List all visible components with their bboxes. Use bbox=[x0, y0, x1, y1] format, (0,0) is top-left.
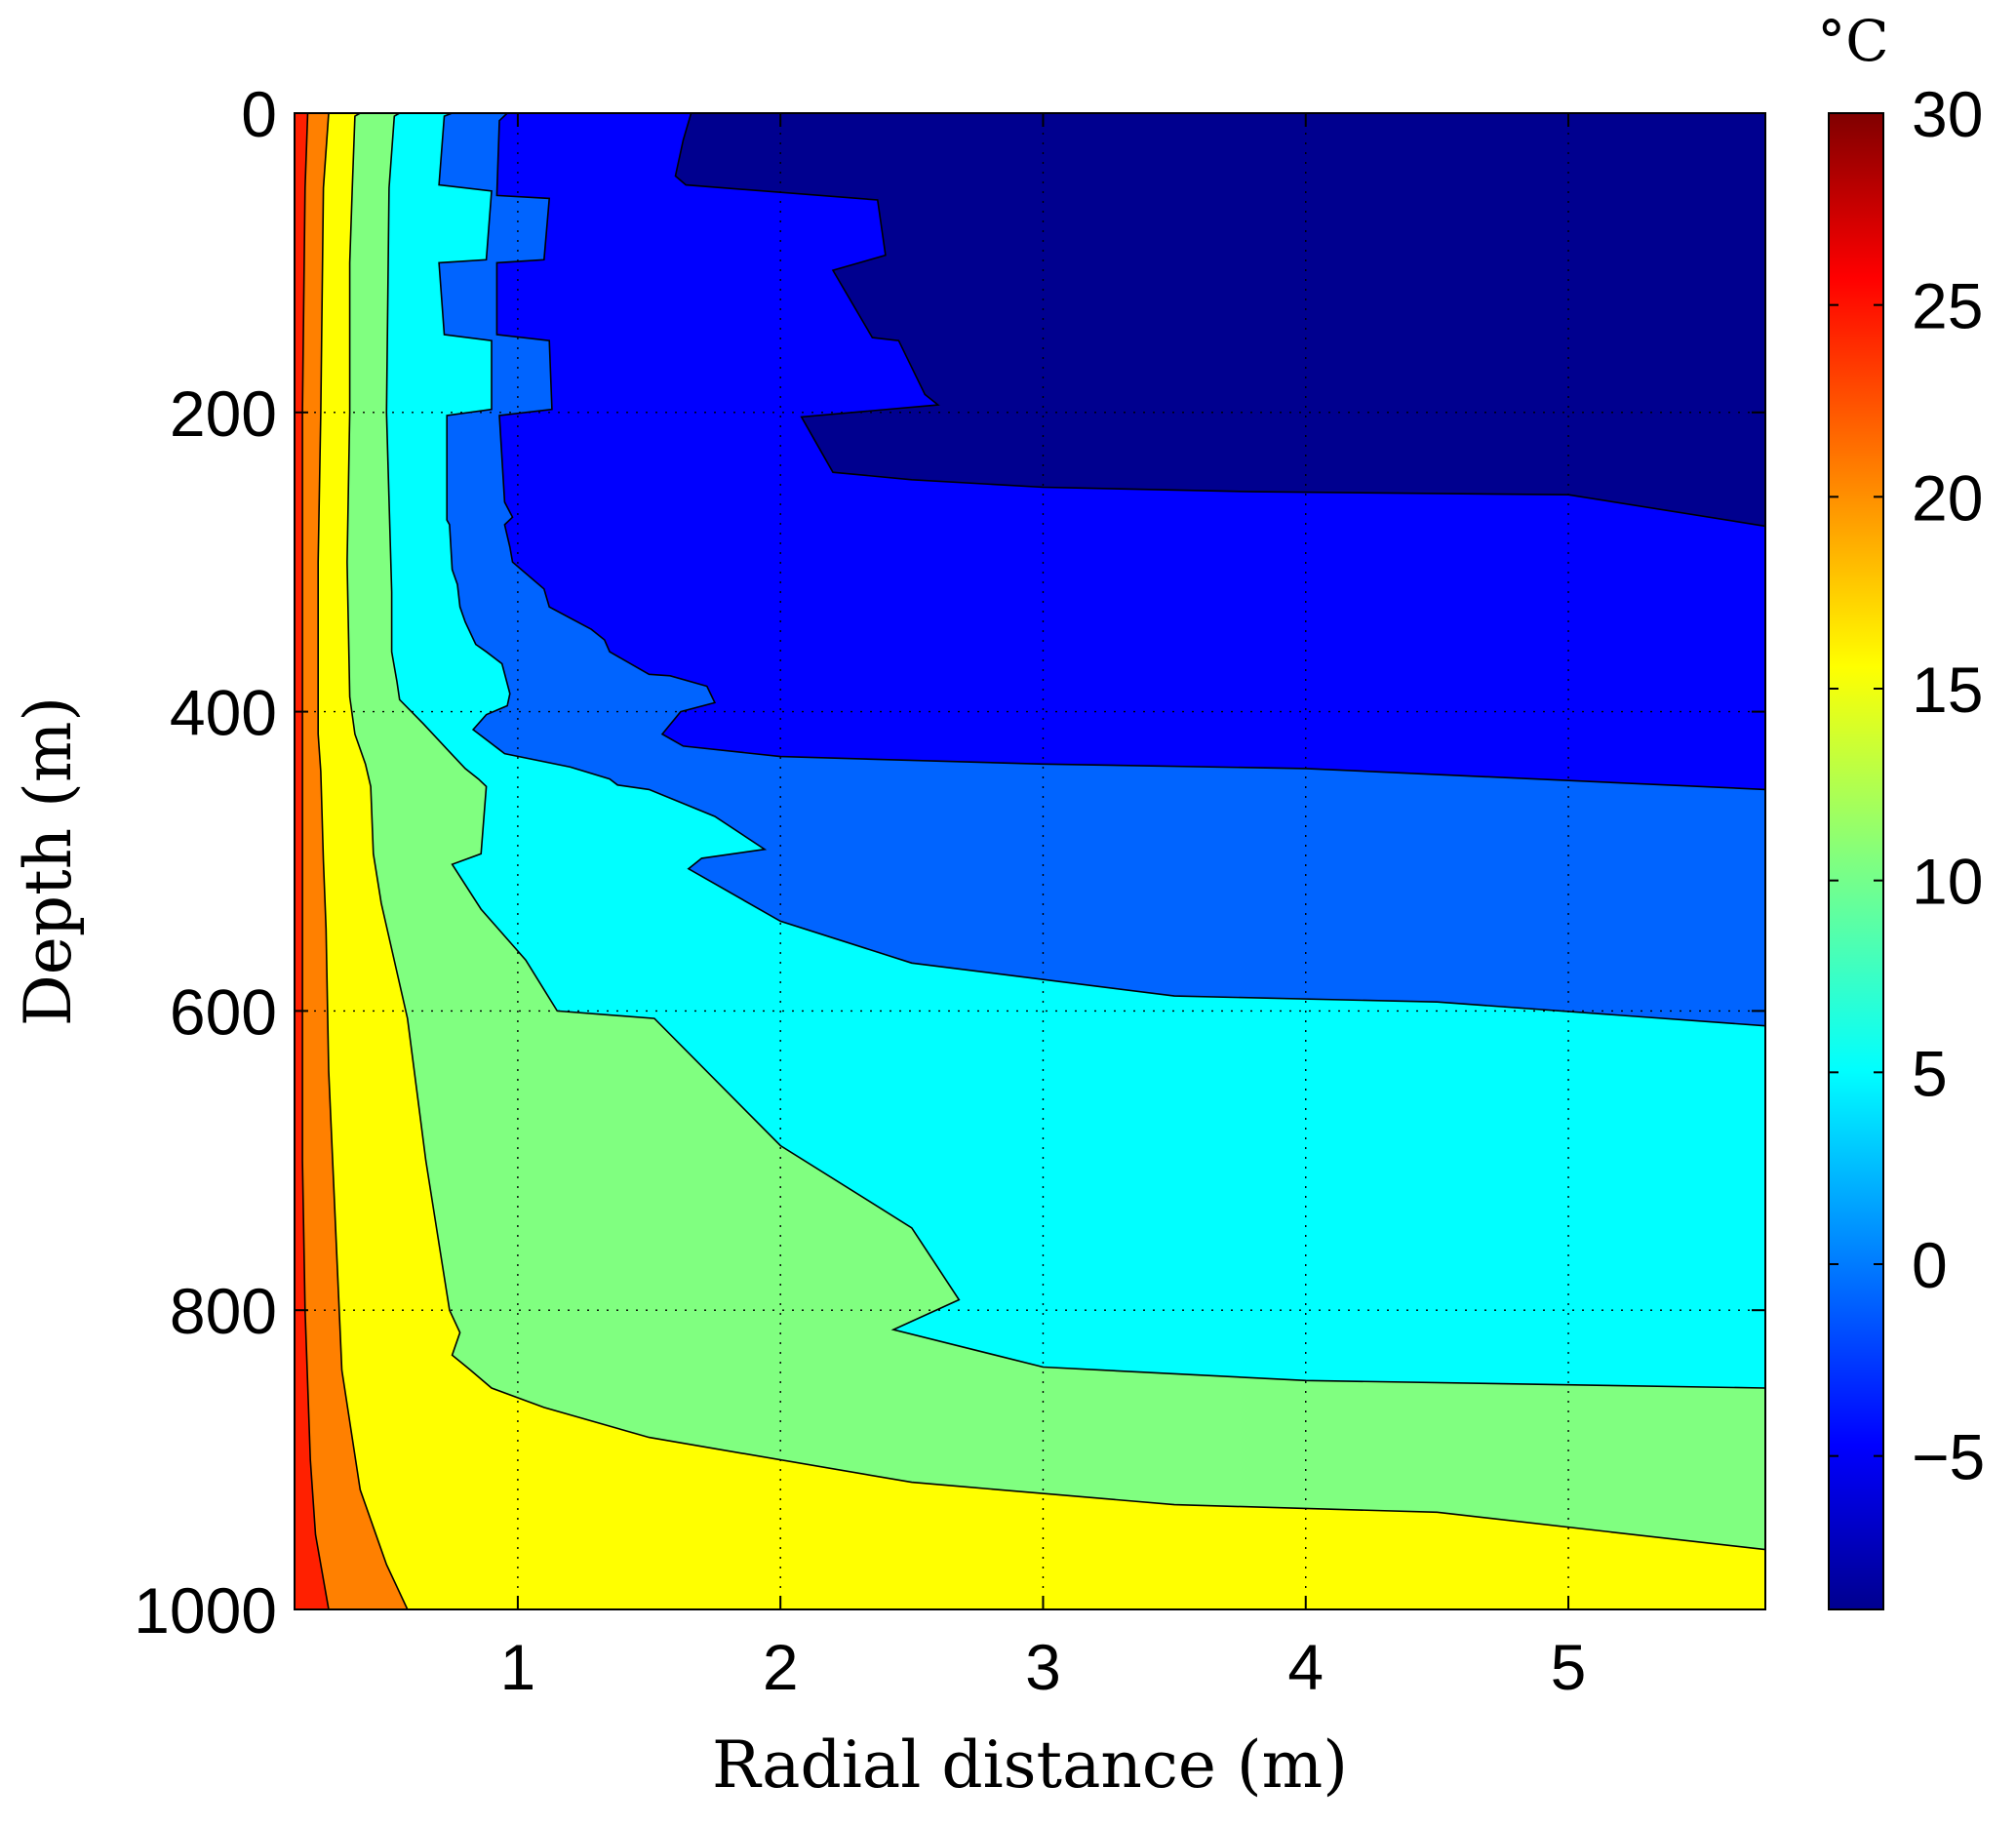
y-tick-label: 800 bbox=[170, 1275, 277, 1347]
contour-bands bbox=[295, 113, 1765, 1609]
plot-frame bbox=[294, 112, 1766, 1610]
y-tick-label: 1000 bbox=[134, 1574, 277, 1647]
colorbar: 30 25 20 15 10 5 0 −5 °C bbox=[1817, 8, 1985, 1610]
contour-line-2 bbox=[438, 113, 1765, 1027]
y-tick-label: 200 bbox=[170, 377, 277, 450]
colorbar-tick-label: 20 bbox=[1912, 461, 1983, 534]
y-tick-label: 0 bbox=[241, 78, 277, 150]
colorbar-unit: °C bbox=[1817, 8, 1888, 74]
colorbar-tick-label: 0 bbox=[1912, 1229, 1948, 1301]
plot-area: 1 2 3 4 5 0 200 400 600 800 1000 bbox=[134, 78, 1766, 1703]
contour-line-5 bbox=[317, 113, 409, 1609]
y-tick-label: 600 bbox=[170, 975, 277, 1048]
contour-line-0 bbox=[674, 113, 1765, 528]
colorbar-gradient bbox=[1828, 112, 1884, 1610]
colorbar-tick-label: 15 bbox=[1912, 654, 1983, 726]
x-tick-label: 4 bbox=[1287, 1631, 1324, 1703]
x-axis: 1 2 3 4 5 bbox=[500, 113, 1587, 1703]
colorbar-tick-label: 5 bbox=[1912, 1037, 1948, 1109]
x-tick-label: 2 bbox=[763, 1631, 799, 1703]
colorbar-tick-label: 25 bbox=[1912, 270, 1983, 342]
contour-line-1 bbox=[495, 113, 1765, 791]
contour-line-6 bbox=[301, 113, 330, 1609]
x-tick-label: 3 bbox=[1025, 1631, 1061, 1703]
contour-line-3 bbox=[385, 113, 1765, 1389]
colorbar-tick-label: −5 bbox=[1912, 1421, 1985, 1493]
colorbar-tick-label: 30 bbox=[1912, 78, 1983, 150]
contour-band-5 bbox=[295, 113, 408, 1609]
y-tick-label: 400 bbox=[170, 677, 277, 749]
y-axis-title: Depth (m) bbox=[11, 696, 86, 1026]
contour-band-3 bbox=[295, 113, 1765, 1609]
contour-band-4 bbox=[295, 113, 1765, 1609]
contour-line-4 bbox=[346, 113, 1765, 1551]
x-tick-label: 1 bbox=[500, 1631, 536, 1703]
colorbar-tick-label: 10 bbox=[1912, 846, 1983, 918]
y-axis: 0 200 400 600 800 1000 bbox=[134, 78, 1765, 1647]
x-axis-title: Radial distance (m) bbox=[712, 1727, 1348, 1803]
colorbar-ticks: 30 25 20 15 10 5 0 −5 bbox=[1829, 78, 1985, 1493]
x-tick-label: 5 bbox=[1551, 1631, 1587, 1703]
